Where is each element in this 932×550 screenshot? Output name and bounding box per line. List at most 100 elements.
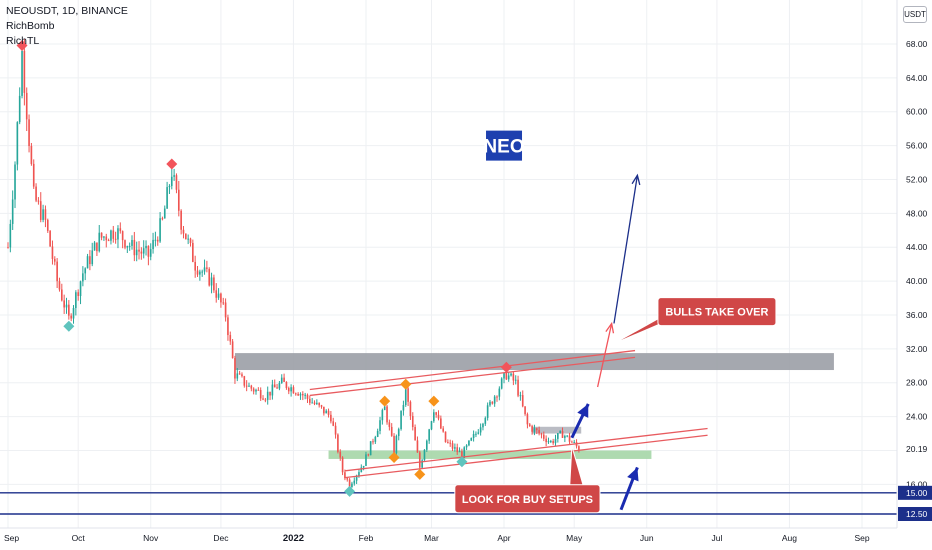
time-tick-label: Sep bbox=[854, 533, 869, 543]
annotations: NEO BULLS TAKE OVER LOOK FOR BUY SETUPS bbox=[454, 130, 777, 514]
candle-body bbox=[524, 406, 526, 415]
candle-body bbox=[369, 441, 372, 456]
candle-body bbox=[566, 435, 569, 437]
candle-body bbox=[278, 383, 281, 389]
candle-body bbox=[416, 440, 419, 453]
candle-body bbox=[147, 245, 150, 257]
candle-body bbox=[51, 246, 54, 259]
candle-body bbox=[397, 429, 400, 437]
candle-body bbox=[294, 393, 297, 395]
candle-body bbox=[500, 378, 503, 389]
candle-body bbox=[409, 401, 412, 417]
last-price-label: 20.19 bbox=[906, 444, 928, 454]
candle-body bbox=[107, 240, 110, 242]
candle-body bbox=[521, 395, 524, 407]
candle-body bbox=[320, 405, 323, 407]
trendline bbox=[344, 434, 708, 479]
candle-body bbox=[93, 242, 96, 251]
candle-body bbox=[407, 388, 409, 402]
candle-body bbox=[49, 230, 51, 247]
candle-body bbox=[414, 427, 416, 441]
price-axis[interactable]: 16.0020.0024.0028.0032.0036.0040.0044.00… bbox=[896, 0, 932, 550]
annotation-1: BULLS TAKE OVER bbox=[611, 297, 777, 346]
candle-body bbox=[63, 300, 65, 308]
candle-body bbox=[316, 402, 318, 404]
signal-diamond bbox=[166, 158, 178, 170]
callout-box bbox=[657, 297, 777, 327]
candle-body bbox=[489, 401, 491, 406]
candle-body bbox=[304, 394, 306, 396]
candle-body bbox=[91, 250, 94, 265]
candle-body bbox=[547, 441, 550, 443]
candle-body bbox=[206, 267, 208, 269]
indicator-richtl[interactable]: RichTL bbox=[6, 35, 40, 47]
candle-body bbox=[507, 375, 510, 380]
candle-body bbox=[161, 218, 164, 220]
candle-body bbox=[156, 239, 159, 242]
candle-body bbox=[21, 50, 23, 96]
price-tick-label: 40.00 bbox=[906, 276, 928, 286]
candle-body bbox=[39, 201, 42, 220]
level-price-label: 12.50 bbox=[906, 509, 928, 519]
candle-body bbox=[142, 248, 145, 254]
callout-box bbox=[454, 484, 601, 514]
candle-body bbox=[327, 410, 330, 415]
candle-body bbox=[311, 402, 313, 404]
time-axis[interactable]: Sep Oct Nov Dec 2022 Feb Mar Apr May Jun Jul Aug Sep bbox=[0, 527, 897, 544]
candle-body bbox=[175, 175, 178, 190]
zone-support bbox=[328, 450, 652, 459]
candle-body bbox=[535, 428, 538, 431]
candle-body bbox=[103, 236, 105, 238]
candle-body bbox=[430, 421, 433, 430]
candle-body bbox=[133, 239, 136, 256]
candle-body bbox=[573, 442, 576, 444]
candle-body bbox=[241, 374, 243, 377]
candle-body bbox=[180, 210, 182, 230]
candle-body bbox=[30, 146, 33, 164]
indicator-richbomb[interactable]: RichBomb bbox=[6, 20, 55, 32]
candle-body bbox=[89, 256, 91, 265]
candle-body bbox=[243, 376, 246, 386]
candle-body bbox=[231, 341, 234, 359]
candle-body bbox=[554, 438, 557, 444]
candle-body bbox=[11, 199, 14, 224]
candle-body bbox=[82, 273, 84, 282]
candle-body bbox=[119, 228, 122, 232]
candle-body bbox=[564, 435, 566, 438]
candle-body bbox=[234, 358, 236, 379]
signal-diamond bbox=[379, 395, 391, 407]
zone-resistance bbox=[234, 353, 834, 371]
candle-body bbox=[344, 472, 346, 479]
candle-body bbox=[395, 436, 398, 454]
time-tick-label: Dec bbox=[213, 533, 229, 543]
level-price-bg bbox=[898, 485, 932, 500]
candle-body bbox=[557, 433, 559, 439]
arrow-head bbox=[605, 321, 615, 334]
arrow-head bbox=[577, 403, 589, 418]
candle-body bbox=[451, 443, 454, 449]
candle-body bbox=[568, 435, 571, 442]
candle-body bbox=[571, 441, 573, 443]
candle-body bbox=[482, 423, 484, 428]
candle-body bbox=[173, 175, 175, 177]
chart-legend: NEOUSDT, 1D, BINANCE RichBomb RichTL bbox=[6, 4, 128, 49]
candle-body bbox=[341, 457, 344, 473]
candle-body bbox=[266, 391, 269, 400]
candle-body bbox=[493, 396, 496, 404]
candle-body bbox=[124, 240, 126, 248]
candle-body bbox=[313, 402, 316, 404]
candle-body bbox=[75, 292, 77, 309]
candle-body bbox=[259, 390, 262, 399]
candle-body bbox=[154, 239, 157, 241]
candle-body bbox=[16, 122, 19, 165]
candle-body bbox=[224, 302, 227, 318]
symbol-title[interactable]: NEOUSDT, 1D, BINANCE bbox=[6, 5, 128, 17]
candle-body bbox=[168, 186, 171, 188]
candle-body bbox=[14, 164, 16, 200]
candle-body bbox=[152, 239, 154, 250]
currency-badge[interactable]: USDT bbox=[903, 6, 927, 23]
candle-body bbox=[245, 385, 248, 387]
arrow-head bbox=[631, 173, 641, 186]
candle-body bbox=[248, 385, 250, 387]
